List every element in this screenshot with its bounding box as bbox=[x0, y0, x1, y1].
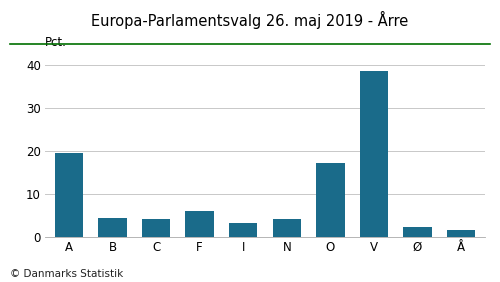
Bar bbox=[447, 230, 475, 237]
Bar bbox=[142, 219, 170, 237]
Bar bbox=[98, 217, 126, 237]
Bar bbox=[272, 219, 301, 237]
Bar bbox=[316, 163, 344, 237]
Bar bbox=[360, 71, 388, 237]
Bar bbox=[404, 227, 431, 237]
Bar bbox=[229, 223, 258, 237]
Bar bbox=[186, 211, 214, 237]
Text: © Danmarks Statistik: © Danmarks Statistik bbox=[10, 269, 123, 279]
Bar bbox=[55, 153, 83, 237]
Text: Europa-Parlamentsvalg 26. maj 2019 - Årre: Europa-Parlamentsvalg 26. maj 2019 - Årr… bbox=[92, 11, 408, 29]
Text: Pct.: Pct. bbox=[45, 36, 67, 49]
